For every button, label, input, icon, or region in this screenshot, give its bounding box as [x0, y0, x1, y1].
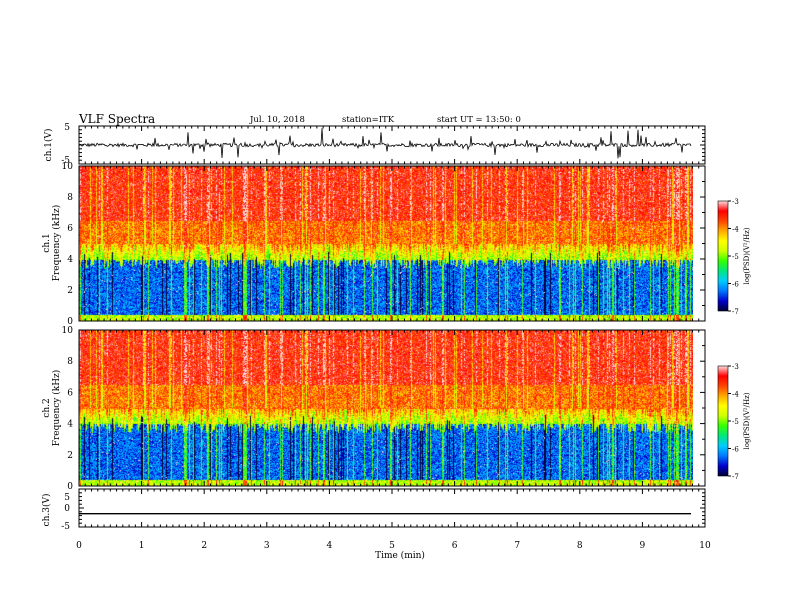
- frequency-tick-label: 2: [67, 451, 73, 461]
- ch2-colorbar: -3 -4 -5 -6 -7 log(PSD)(V²/Hz): [717, 363, 751, 481]
- ch2-frequency-axis: 0 2 4 6 8 10: [62, 326, 705, 492]
- ch1-frequency-axis: 0 2 4 6 8 10: [62, 162, 705, 327]
- colorbar-tick-label: -5: [732, 418, 739, 426]
- frequency-tick-label: 0: [67, 317, 73, 327]
- ch3-waveform-trace: [79, 488, 705, 528]
- frequency-tick-label: 8: [67, 193, 73, 203]
- frequency-tick-label: 4: [67, 420, 73, 430]
- colorbar-bar: [717, 200, 729, 312]
- start-time-label: start UT = 13:50: 0: [437, 115, 521, 125]
- ch1-waveform-ylabel: ch.1(V): [43, 129, 54, 162]
- time-tick-label: 1: [139, 541, 145, 551]
- time-axis-label: Time (min): [375, 550, 425, 561]
- frequency-tick-label: 10: [62, 162, 74, 172]
- frequency-tick-label: 0: [67, 482, 73, 492]
- frequency-tick-label: 2: [67, 286, 73, 296]
- ch1-spectrogram-image: [79, 166, 693, 321]
- ch2-spectrogram-panel: 0 2 4 6 8 10 ch.2 Frequency (kHz) -3 -4 -5 -6 -7 l…: [42, 326, 751, 492]
- figure-title: VLF Spectra: [78, 112, 155, 126]
- time-tick-label: 7: [514, 541, 520, 551]
- time-tick-label: 2: [201, 541, 207, 551]
- colorbar-tick-label: -3: [732, 363, 739, 371]
- colorbar-tick-label: -4: [732, 226, 739, 234]
- colorbar-tick-label: -5: [732, 253, 739, 261]
- colorbar-tick-label: -6: [732, 281, 739, 289]
- ch1-ytick-bottom: -5: [61, 156, 70, 166]
- colorbar-tick-label: -7: [732, 473, 739, 481]
- time-tick-label: 4: [327, 541, 333, 551]
- colorbar-label: log(PSD)(V²/Hz): [743, 227, 751, 284]
- frequency-tick-label: 10: [62, 326, 74, 336]
- ch1-spectrogram-panel: 0 2 4 6 8 10 ch.1 Frequency (kHz) -3 -4 -5 -6 -7 l…: [42, 162, 751, 327]
- wave1-line: [79, 128, 692, 159]
- ch2-spectrogram-image: [79, 330, 693, 486]
- ch2-spectrogram-ylabel-frequency: Frequency (kHz): [51, 370, 62, 447]
- time-tick-label: 8: [577, 541, 583, 551]
- ch3-ytick-bottom: -5: [61, 522, 70, 532]
- time-tick-label: 6: [452, 541, 458, 551]
- time-tick-label: 0: [76, 541, 82, 551]
- time-tick-label: 10: [699, 541, 711, 551]
- colorbar-label: log(PSD)(V²/Hz): [743, 392, 751, 449]
- frequency-tick-label: 6: [67, 388, 73, 398]
- colorbar-bar: [717, 365, 729, 477]
- ch1-waveform-trace: [79, 125, 705, 165]
- ch3-ytick-mid: 0: [64, 504, 70, 514]
- time-tick-label: 3: [264, 541, 270, 551]
- ch1-ytick-top: 5: [64, 123, 70, 133]
- frequency-tick-label: 6: [67, 224, 73, 234]
- time-tick-label: 5: [389, 541, 395, 551]
- frequency-tick-label: 4: [67, 255, 73, 265]
- ch3-waveform-frame: [78, 488, 706, 528]
- ch1-waveform-panel: 5 -5 ch.1(V): [43, 123, 706, 166]
- time-axis: 0 1 2 3 4 5 6 7 8 9 10: [76, 126, 711, 551]
- colorbar-tick-label: -6: [732, 446, 739, 454]
- ch1-spectrogram-ylabel-channel: ch.1: [42, 233, 52, 252]
- ch1-spectrogram-ylabel-frequency: Frequency (kHz): [51, 205, 62, 282]
- station-label: station=ITK: [342, 115, 395, 125]
- ch3-ytick-top: 5: [64, 493, 70, 503]
- date-label: Jul. 10, 2018: [249, 115, 305, 125]
- colorbar-tick-label: -7: [732, 308, 739, 316]
- colorbar-tick-label: -3: [732, 198, 739, 206]
- frequency-tick-label: 8: [67, 357, 73, 367]
- ch1-colorbar: -3 -4 -5 -6 -7 log(PSD)(V²/Hz): [717, 198, 751, 316]
- colorbar-tick-label: -4: [732, 391, 739, 399]
- time-tick-label: 9: [640, 541, 646, 551]
- ch3-waveform-ylabel: ch.3(V): [41, 494, 52, 527]
- ch2-spectrogram-ylabel-channel: ch.2: [42, 398, 52, 417]
